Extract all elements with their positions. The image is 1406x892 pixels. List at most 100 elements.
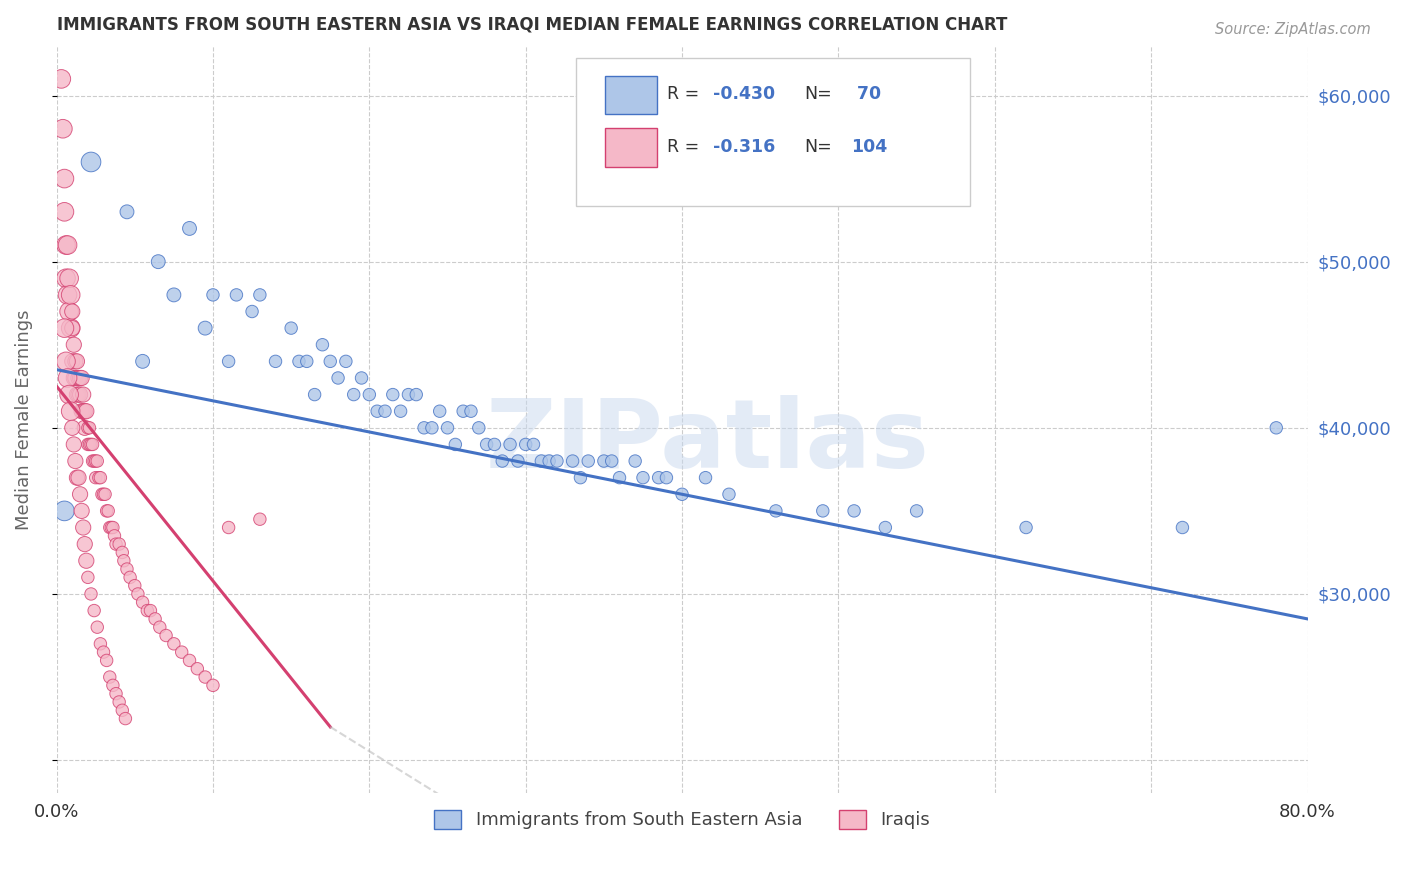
- Point: [218, 520, 240, 534]
- Text: N=: N=: [804, 137, 832, 155]
- Point: [60, 321, 83, 335]
- Point: [522, 437, 544, 451]
- Point: [609, 470, 631, 484]
- Point: [381, 387, 404, 401]
- Point: [89, 470, 111, 484]
- Point: [83, 454, 105, 468]
- Point: [374, 404, 396, 418]
- Point: [444, 437, 467, 451]
- Point: [91, 487, 114, 501]
- Text: N=: N=: [804, 86, 832, 103]
- Point: [56, 371, 79, 385]
- Point: [70, 504, 93, 518]
- Point: [72, 387, 94, 401]
- Text: R =: R =: [666, 86, 704, 103]
- Point: [93, 487, 115, 501]
- Point: [1265, 421, 1288, 435]
- Point: [65, 354, 87, 368]
- Point: [163, 288, 186, 302]
- Point: [77, 421, 100, 435]
- Point: [58, 387, 80, 401]
- Point: [115, 204, 138, 219]
- Point: [53, 171, 76, 186]
- Point: [73, 421, 96, 435]
- Point: [131, 595, 153, 609]
- Point: [53, 504, 76, 518]
- Point: [69, 371, 91, 385]
- Point: [546, 454, 568, 468]
- Point: [530, 454, 553, 468]
- Point: [53, 321, 76, 335]
- Point: [69, 487, 91, 501]
- Point: [624, 454, 647, 468]
- Text: ZIPatlas: ZIPatlas: [485, 395, 929, 489]
- Point: [96, 653, 118, 667]
- Point: [72, 404, 94, 418]
- Point: [101, 520, 124, 534]
- Point: [65, 454, 87, 468]
- Point: [304, 387, 326, 401]
- Point: [62, 371, 84, 385]
- Point: [405, 387, 427, 401]
- Point: [264, 354, 287, 368]
- Point: [65, 371, 87, 385]
- Point: [655, 470, 678, 484]
- Point: [201, 678, 224, 692]
- Text: IMMIGRANTS FROM SOUTH EASTERN ASIA VS IRAQI MEDIAN FEMALE EARNINGS CORRELATION C: IMMIGRANTS FROM SOUTH EASTERN ASIA VS IR…: [56, 15, 1007, 33]
- Point: [139, 604, 162, 618]
- Point: [288, 354, 311, 368]
- Point: [84, 454, 107, 468]
- Point: [108, 695, 131, 709]
- Point: [55, 354, 77, 368]
- Point: [280, 321, 302, 335]
- Point: [111, 703, 134, 717]
- Point: [499, 437, 522, 451]
- Point: [93, 645, 115, 659]
- Point: [56, 238, 79, 252]
- Point: [136, 604, 159, 618]
- Point: [83, 604, 105, 618]
- Text: 70: 70: [851, 86, 882, 103]
- Point: [413, 421, 436, 435]
- Point: [55, 238, 77, 252]
- Point: [69, 387, 91, 401]
- Point: [717, 487, 740, 501]
- Point: [77, 570, 100, 584]
- Point: [82, 454, 104, 468]
- Point: [343, 387, 366, 401]
- Text: R =: R =: [666, 137, 704, 155]
- Point: [59, 404, 82, 418]
- Point: [66, 387, 89, 401]
- Point: [115, 562, 138, 576]
- Point: [170, 645, 193, 659]
- Point: [765, 504, 787, 518]
- Point: [148, 254, 170, 268]
- Point: [75, 554, 97, 568]
- Point: [75, 404, 97, 418]
- Point: [249, 512, 271, 526]
- Point: [647, 470, 669, 484]
- Point: [124, 579, 146, 593]
- Legend: Immigrants from South Eastern Asia, Iraqis: Immigrants from South Eastern Asia, Iraq…: [427, 803, 936, 837]
- Point: [842, 504, 865, 518]
- Point: [79, 421, 101, 435]
- Point: [120, 570, 142, 584]
- Text: 104: 104: [851, 137, 887, 155]
- Point: [103, 529, 125, 543]
- Point: [460, 404, 482, 418]
- Point: [60, 421, 83, 435]
- Point: [72, 520, 94, 534]
- Point: [671, 487, 693, 501]
- Point: [194, 670, 217, 684]
- Point: [366, 404, 388, 418]
- Point: [389, 404, 412, 418]
- Point: [67, 387, 90, 401]
- Point: [51, 71, 73, 86]
- Point: [127, 587, 149, 601]
- Point: [811, 504, 834, 518]
- Point: [149, 620, 172, 634]
- Point: [396, 387, 419, 401]
- Point: [475, 437, 498, 451]
- Point: [311, 337, 333, 351]
- Point: [114, 712, 136, 726]
